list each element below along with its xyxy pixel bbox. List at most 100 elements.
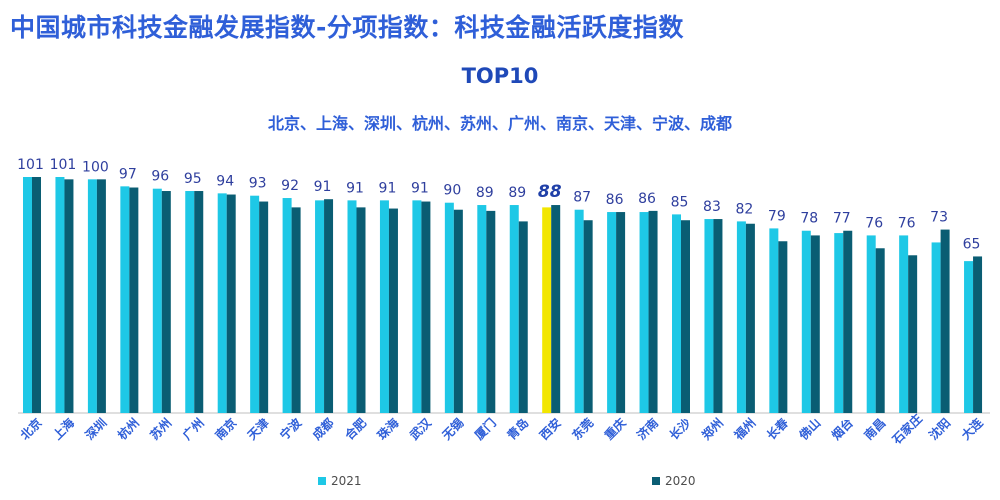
bar-2021-青岛 bbox=[509, 205, 519, 413]
bar-2021-天津 bbox=[250, 195, 260, 413]
bar-2020-无锡 bbox=[453, 209, 463, 413]
value-label-2021-天津: 93 bbox=[249, 176, 267, 192]
bar-2020-武汉 bbox=[421, 201, 431, 413]
category-label-珠海: 珠海 bbox=[374, 415, 402, 443]
category-label-沈阳: 沈阳 bbox=[926, 415, 954, 443]
value-label-2021-苏州: 96 bbox=[151, 169, 169, 185]
bar-2021-大连 bbox=[964, 261, 974, 413]
bar-2021-成都 bbox=[315, 200, 325, 413]
bar-2020-上海 bbox=[64, 179, 74, 413]
bar-2020-长沙 bbox=[681, 220, 690, 413]
bar-2020-宁波 bbox=[291, 207, 301, 413]
legend-item-2020[interactable]: 2020 bbox=[652, 474, 696, 488]
value-label-2021-重庆: 86 bbox=[606, 192, 624, 208]
bar-2021-苏州 bbox=[152, 188, 162, 413]
bar-2020-天津 bbox=[259, 201, 269, 413]
bar-2020-广州 bbox=[194, 191, 204, 413]
value-label-2021-北京: 101 bbox=[17, 157, 44, 173]
bar-2021-宁波 bbox=[282, 198, 292, 413]
bar-2021-长春 bbox=[769, 228, 779, 413]
bar-2020-烟台 bbox=[843, 230, 853, 413]
value-label-2021-大连: 65 bbox=[963, 236, 981, 252]
value-label-2021-广州: 95 bbox=[184, 171, 202, 187]
value-label-2021-宁波: 92 bbox=[281, 178, 299, 194]
bar-2021-济南 bbox=[639, 212, 649, 413]
value-label-2021-杭州: 97 bbox=[119, 166, 137, 182]
value-label-2021-青岛: 89 bbox=[508, 185, 526, 201]
category-label-厦门: 厦门 bbox=[471, 415, 499, 443]
category-label-武汉: 武汉 bbox=[406, 414, 434, 442]
value-label-2021-济南: 86 bbox=[638, 191, 656, 207]
bar-2020-苏州 bbox=[161, 191, 171, 413]
category-label-南昌: 南昌 bbox=[861, 415, 889, 443]
category-label-无锡: 无锡 bbox=[438, 415, 466, 443]
value-label-2021-长沙: 85 bbox=[671, 194, 689, 210]
value-label-2021-石家庄: 76 bbox=[898, 215, 916, 231]
category-label-大连: 大连 bbox=[958, 414, 986, 442]
bar-2021-烟台 bbox=[834, 233, 844, 413]
value-label-2021-沈阳: 73 bbox=[930, 210, 948, 226]
value-label-2021-无锡: 90 bbox=[443, 183, 461, 199]
category-label-长春: 长春 bbox=[763, 414, 791, 442]
category-label-广州: 广州 bbox=[179, 415, 207, 443]
bar-2021-武汉 bbox=[412, 200, 422, 413]
bar-2020-沈阳 bbox=[940, 229, 950, 413]
bar-2021-广州 bbox=[185, 191, 195, 413]
chart-title: 中国城市科技金融发展指数-分项指数：科技金融活跃度指数 bbox=[10, 13, 684, 42]
bar-2020-石家庄 bbox=[908, 255, 918, 413]
bar-2021-石家庄 bbox=[899, 235, 909, 413]
category-label-成都: 成都 bbox=[309, 415, 337, 443]
category-label-宁波: 宁波 bbox=[277, 414, 305, 442]
bar-2020-南京 bbox=[226, 194, 236, 413]
category-label-福州: 福州 bbox=[730, 415, 758, 443]
category-label-上海: 上海 bbox=[49, 415, 77, 443]
category-label-南京: 南京 bbox=[212, 415, 240, 443]
bar-2021-郑州 bbox=[704, 219, 714, 413]
bar-2021-无锡 bbox=[444, 202, 454, 413]
bar-2020-珠海 bbox=[388, 208, 398, 413]
category-label-天津: 天津 bbox=[244, 415, 272, 443]
bar-2021-西安 bbox=[542, 207, 552, 413]
category-label-合肥: 合肥 bbox=[342, 415, 370, 443]
bar-2021-佛山 bbox=[801, 230, 811, 413]
value-label-2021-合肥: 91 bbox=[346, 180, 364, 196]
bar-2020-厦门 bbox=[486, 210, 496, 413]
legend-swatch-2020 bbox=[652, 477, 660, 485]
category-label-佛山: 佛山 bbox=[795, 415, 823, 443]
category-label-西安: 西安 bbox=[536, 415, 564, 443]
legend-item-2021[interactable]: 2021 bbox=[318, 474, 362, 488]
value-label-2021-南昌: 76 bbox=[865, 215, 883, 231]
category-label-郑州: 郑州 bbox=[698, 415, 726, 443]
category-label-杭州: 杭州 bbox=[114, 415, 142, 443]
bar-2021-长沙 bbox=[672, 214, 681, 413]
category-label-东莞: 东莞 bbox=[569, 415, 597, 443]
value-label-2021-福州: 82 bbox=[735, 201, 753, 217]
bar-2020-郑州 bbox=[713, 219, 723, 413]
category-label-石家庄: 石家庄 bbox=[888, 411, 925, 448]
bar-2021-杭州 bbox=[120, 186, 130, 413]
bar-2020-青岛 bbox=[518, 221, 528, 413]
bar-2020-福州 bbox=[745, 223, 755, 413]
legend-swatch-2021 bbox=[318, 477, 326, 485]
bar-2021-东莞 bbox=[574, 209, 584, 413]
bar-2020-长春 bbox=[778, 241, 788, 413]
value-label-2021-深圳: 100 bbox=[82, 159, 109, 175]
category-label-苏州: 苏州 bbox=[147, 415, 175, 443]
chart-subtitle: TOP10 bbox=[461, 64, 539, 88]
category-label-烟台: 烟台 bbox=[828, 415, 856, 443]
value-label-2021-东莞: 87 bbox=[573, 190, 591, 206]
bar-2021-合肥 bbox=[347, 200, 357, 413]
bar-2020-合肥 bbox=[356, 207, 366, 413]
category-label-长沙: 长沙 bbox=[666, 415, 694, 443]
value-label-2021-南京: 94 bbox=[216, 173, 234, 189]
value-label-2021-成都: 91 bbox=[314, 179, 332, 195]
bar-2020-南昌 bbox=[875, 248, 885, 413]
value-label-2021-郑州: 83 bbox=[703, 199, 721, 215]
value-label-2021-西安: 88 bbox=[538, 182, 562, 202]
value-label-2021-佛山: 78 bbox=[800, 211, 818, 227]
value-label-2021-烟台: 77 bbox=[833, 211, 851, 227]
legend-label-2021: 2021 bbox=[331, 474, 362, 488]
bar-2021-上海 bbox=[55, 177, 65, 413]
bar-2020-东莞 bbox=[583, 220, 593, 413]
bar-2020-成都 bbox=[324, 199, 334, 413]
